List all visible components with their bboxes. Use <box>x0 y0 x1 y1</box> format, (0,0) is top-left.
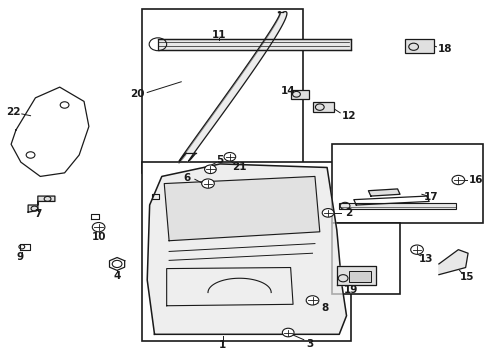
Text: 13: 13 <box>418 254 432 264</box>
Circle shape <box>410 245 423 254</box>
Bar <box>339 203 455 208</box>
Polygon shape <box>28 196 55 212</box>
Text: 22: 22 <box>6 107 21 117</box>
Text: 21: 21 <box>232 162 246 172</box>
Text: 16: 16 <box>468 175 483 185</box>
Text: 1: 1 <box>219 340 226 350</box>
Bar <box>404 39 433 53</box>
Polygon shape <box>179 12 286 162</box>
Text: 15: 15 <box>459 272 473 282</box>
Bar <box>142 9 302 173</box>
Text: 2: 2 <box>345 208 352 218</box>
Circle shape <box>282 328 293 337</box>
Text: 17: 17 <box>424 192 438 202</box>
Text: 11: 11 <box>211 30 226 40</box>
Circle shape <box>322 208 333 217</box>
Text: 14: 14 <box>280 86 295 96</box>
Bar <box>348 271 370 282</box>
Text: 7: 7 <box>34 209 41 219</box>
Bar <box>331 144 482 223</box>
Circle shape <box>204 165 216 174</box>
Text: 8: 8 <box>321 302 327 312</box>
Polygon shape <box>147 164 346 334</box>
Text: 18: 18 <box>437 44 451 54</box>
Text: 5: 5 <box>216 155 224 165</box>
Bar <box>312 102 334 112</box>
Text: 6: 6 <box>183 173 191 183</box>
Polygon shape <box>438 249 467 275</box>
Circle shape <box>224 153 235 161</box>
Circle shape <box>92 222 105 232</box>
Text: 4: 4 <box>113 271 121 281</box>
Bar <box>290 90 308 99</box>
Circle shape <box>305 296 318 305</box>
Text: 3: 3 <box>306 339 313 349</box>
Bar <box>158 39 351 50</box>
Text: 12: 12 <box>341 111 355 121</box>
Polygon shape <box>164 176 319 241</box>
Circle shape <box>451 175 464 185</box>
Circle shape <box>201 179 214 188</box>
Text: 20: 20 <box>130 89 144 99</box>
Polygon shape <box>367 189 399 196</box>
Bar <box>331 223 399 294</box>
Text: 9: 9 <box>16 252 23 262</box>
Polygon shape <box>336 266 375 285</box>
Text: 10: 10 <box>91 232 105 242</box>
Bar <box>142 162 351 341</box>
Text: 19: 19 <box>344 285 358 295</box>
